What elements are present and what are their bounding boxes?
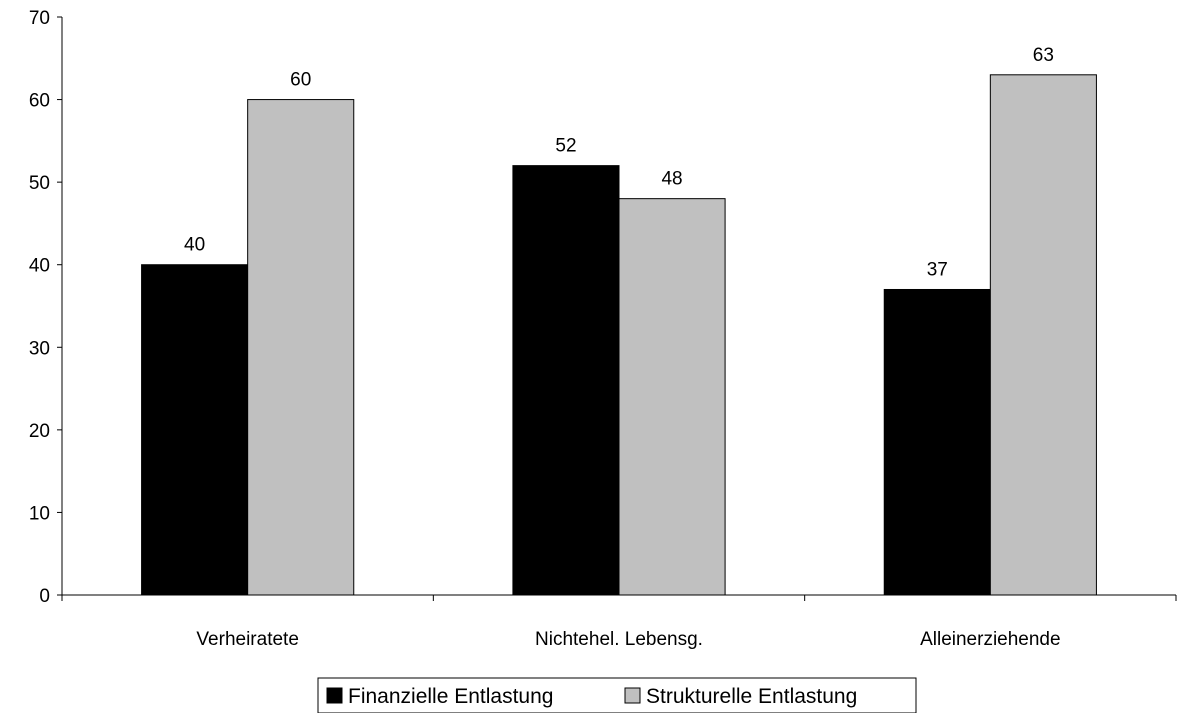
data-label: 40	[184, 235, 205, 256]
y-tick-label: 70	[29, 8, 50, 29]
y-tick-label: 50	[29, 173, 50, 194]
legend-label: Strukturelle Entlastung	[646, 685, 857, 708]
y-tick-label: 30	[29, 338, 50, 359]
bar	[513, 166, 619, 595]
y-tick-label: 20	[29, 421, 50, 442]
bar	[619, 199, 725, 595]
y-tick-label: 60	[29, 91, 50, 112]
data-label: 48	[661, 169, 682, 190]
data-label: 52	[555, 136, 576, 157]
y-tick-label: 10	[29, 503, 50, 524]
legend-label: Finanzielle Entlastung	[348, 685, 553, 708]
data-label: 37	[927, 259, 948, 280]
legend: Finanzielle Entlastung Strukturelle Entla…	[318, 678, 916, 713]
bars	[142, 75, 1097, 595]
bar	[990, 75, 1096, 595]
data-label: 60	[290, 70, 311, 91]
bar	[142, 265, 248, 595]
bar	[248, 100, 354, 595]
y-tick-label: 40	[29, 256, 50, 277]
bar	[884, 289, 990, 595]
x-category-label: Nichtehel. Lebensg.	[535, 629, 703, 650]
data-label: 63	[1033, 45, 1054, 66]
legend-swatch	[327, 688, 342, 703]
x-category-label: Verheiratete	[196, 629, 298, 650]
legend-swatch	[625, 688, 640, 703]
x-category-label: Alleinerziehende	[920, 629, 1061, 650]
y-tick-label: 0	[39, 586, 50, 607]
y-axis: 0 10 20 30 40 50 60 70	[29, 8, 62, 607]
x-axis: Verheiratete Nichtehel. Lebensg. Alleinerz…	[62, 595, 1176, 650]
